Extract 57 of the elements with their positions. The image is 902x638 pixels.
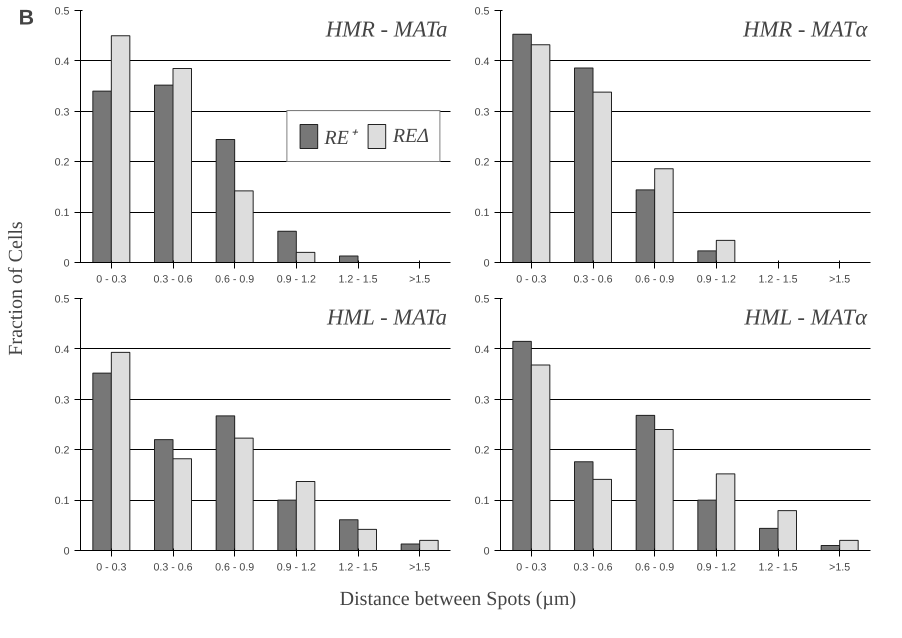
legend-label: RE⁺	[324, 126, 356, 150]
x-tick-label: 0.3 - 0.6	[573, 562, 613, 574]
y-tick-label: 0.1	[54, 207, 70, 220]
x-tick-label: >1.5	[409, 274, 430, 286]
y-tick-label: 0.2	[474, 444, 490, 457]
chart-title: HMR - MATa	[324, 16, 448, 42]
y-tick-label: 0	[484, 546, 490, 558]
text: B	[18, 6, 34, 30]
y-tick-label: 0.4	[54, 56, 70, 68]
y-tick-label: 0.5	[474, 6, 490, 18]
x-axis-title: Distance between Spots (µm)	[340, 588, 576, 610]
x-tick-label: 0.6 - 0.9	[215, 274, 254, 286]
x-tick-label: 0.6 - 0.9	[635, 274, 674, 286]
y-tick-label: 0	[64, 258, 70, 270]
y-tick-label: 0.2	[54, 444, 70, 457]
x-tick-label: 1.2 - 1.5	[758, 562, 798, 574]
y-tick-label: 0.5	[54, 6, 70, 18]
chart-title: HML - MATa	[326, 304, 448, 330]
y-tick-label: 0.3	[54, 106, 70, 118]
y-tick-label: 0	[484, 258, 490, 270]
x-tick-label: 1.2 - 1.5	[758, 274, 798, 286]
legend-label: REΔ	[392, 124, 429, 148]
y-tick-label: 0.3	[54, 394, 70, 406]
y-tick-label: 0.1	[474, 495, 490, 508]
x-tick-label: 0.6 - 0.9	[635, 562, 674, 574]
x-tick-label: 0 - 0.3	[96, 274, 127, 286]
x-tick-label: 0.6 - 0.9	[215, 562, 254, 574]
y-tick-label: 0	[64, 546, 70, 558]
y-tick-label: 0.2	[474, 156, 490, 169]
x-tick-label: 0.3 - 0.6	[573, 274, 613, 286]
y-tick-label: 0.4	[474, 56, 490, 68]
y-tick-label: 0.1	[54, 495, 70, 508]
y-tick-label: 0.3	[474, 106, 490, 118]
x-tick-label: >1.5	[829, 274, 850, 286]
x-tick-label: 1.2 - 1.5	[338, 274, 378, 286]
x-tick-label: 0.9 - 1.2	[696, 274, 736, 286]
x-tick-label: 0 - 0.3	[96, 562, 127, 574]
x-tick-label: >1.5	[409, 562, 430, 574]
chart-title: HMR - MATα	[742, 16, 869, 42]
y-tick-label: 0.4	[54, 344, 70, 356]
y-tick-label: 0.1	[474, 207, 490, 220]
x-tick-label: 0 - 0.3	[516, 562, 547, 574]
x-tick-label: 0.3 - 0.6	[153, 274, 193, 286]
x-tick-label: 0.9 - 1.2	[696, 562, 736, 574]
y-tick-label: 0.3	[474, 394, 490, 406]
x-tick-label: >1.5	[829, 562, 850, 574]
y-tick-label: 0.5	[474, 294, 490, 306]
x-tick-label: 0.9 - 1.2	[276, 274, 316, 286]
x-tick-label: 0.9 - 1.2	[276, 562, 316, 574]
y-tick-label: 0.5	[54, 294, 70, 306]
y-tick-label: 0.2	[54, 156, 70, 169]
chart-title: HML - MATα	[743, 304, 868, 330]
x-tick-label: 0 - 0.3	[516, 274, 547, 286]
y-tick-label: 0.4	[474, 344, 490, 356]
y-axis-title: Fraction of Cells	[5, 221, 27, 356]
x-tick-label: 1.2 - 1.5	[338, 562, 378, 574]
x-tick-label: 0.3 - 0.6	[153, 562, 193, 574]
